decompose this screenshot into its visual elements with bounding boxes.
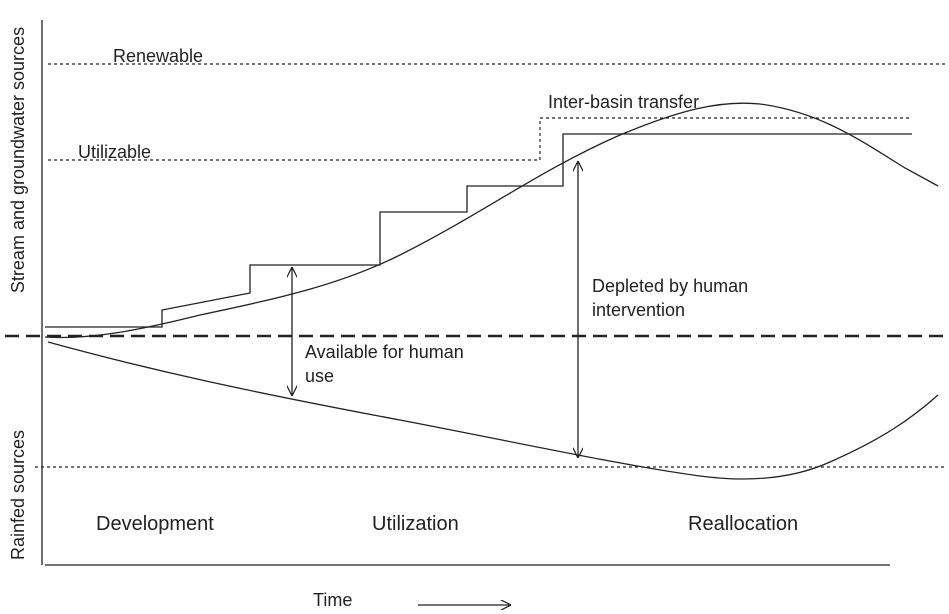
rainfed-curve [47, 341, 939, 480]
inter-basin-label: Inter-basin transfer [548, 92, 699, 112]
available-label: Available for human [305, 342, 464, 362]
phase-label: Reallocation [688, 513, 798, 535]
depletion-curve [44, 102, 939, 339]
phase-label: Development [96, 513, 214, 535]
y-label-lower: Rainfed sources [8, 430, 28, 560]
phase-label: Utilization [372, 513, 459, 535]
depleted-label: intervention [592, 300, 685, 320]
available-label: use [305, 366, 334, 386]
y-label-upper: Stream and groundwater sources [8, 27, 28, 293]
time-label: Time [313, 590, 352, 610]
renewable-label: Renewable [113, 46, 203, 66]
utilizable-label: Utilizable [78, 142, 151, 162]
utilizable-level [48, 117, 912, 161]
supply-steps [45, 133, 912, 328]
depleted-label: Depleted by human [592, 276, 748, 296]
